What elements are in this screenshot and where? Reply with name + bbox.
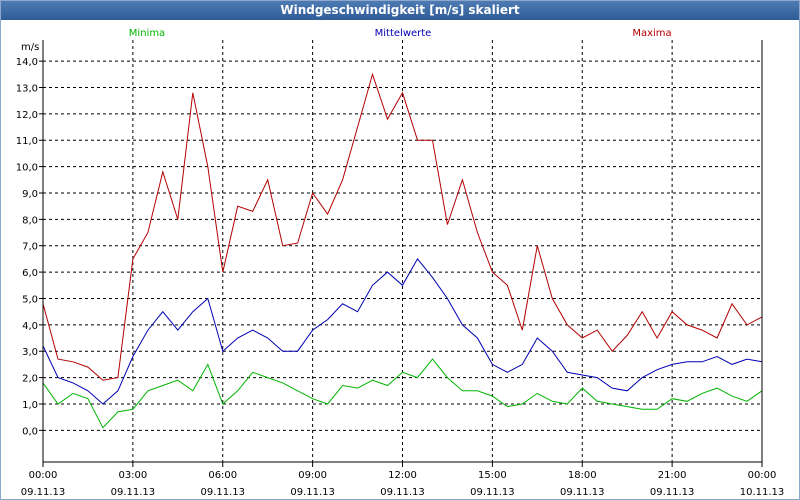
y-axis: 0,0 1,0 2,0 3,0 4,0 5,0 6,0 7,0 8,0 9,0 10,0 11,0 12… — [16, 57, 43, 437]
x-tick-time-label: 18:00 — [568, 470, 597, 481]
y-tick-label: 6,0 — [22, 268, 38, 279]
x-tick-time-label: 06:00 — [208, 470, 237, 481]
x-tick-time-label: 09:00 — [298, 470, 327, 481]
x-tick-time-label: 21:00 — [658, 470, 687, 481]
x-tick-date-label: 09.11.13 — [380, 487, 425, 498]
y-axis-label: m/s — [21, 42, 39, 53]
x-axis: 00:00 09.11.13 03:00 09.11.13 06:00 09.11.13 0… — [21, 462, 785, 498]
y-tick-label: 8,0 — [22, 215, 38, 226]
legend: Minima Mittelwerte Maxima — [129, 28, 672, 39]
series-line-mittelwerte — [42, 258, 763, 405]
series-line-minima — [42, 358, 763, 429]
x-tick-date-label: 09.11.13 — [560, 487, 605, 498]
legend-entry-minima: Minima — [129, 28, 165, 39]
y-tick-label: 11,0 — [16, 136, 38, 147]
x-tick-date-label: 09.11.13 — [470, 487, 515, 498]
y-tick-label: 5,0 — [22, 294, 38, 305]
legend-entry-mittelwerte: Mittelwerte — [375, 28, 432, 39]
grid — [43, 40, 762, 462]
y-tick-label: 1,0 — [22, 400, 38, 411]
series-line-maxima — [42, 72, 763, 381]
x-tick-date-label: 09.11.13 — [111, 487, 156, 498]
y-tick-label: 10,0 — [16, 163, 38, 174]
series-lines — [42, 72, 763, 429]
wind-speed-chart: 0,0 1,0 2,0 3,0 4,0 5,0 6,0 7,0 8,0 9,0 10,0 11,0 12… — [16, 28, 785, 498]
x-tick-time-label: 00:00 — [29, 470, 58, 481]
y-tick-label: 14,0 — [16, 57, 38, 68]
x-tick-time-label: 12:00 — [388, 470, 417, 481]
legend-entry-maxima: Maxima — [632, 28, 671, 39]
x-tick-date-label: 10.11.13 — [740, 487, 785, 498]
y-tick-label: 13,0 — [16, 83, 38, 94]
x-tick-time-label: 00:00 — [748, 470, 777, 481]
y-tick-label: 0,0 — [22, 426, 38, 437]
x-tick-date-label: 09.11.13 — [200, 487, 245, 498]
x-tick-date-label: 09.11.13 — [21, 487, 66, 498]
y-tick-label: 9,0 — [22, 189, 38, 200]
x-tick-date-label: 09.11.13 — [290, 487, 335, 498]
y-tick-label: 12,0 — [16, 110, 38, 121]
x-tick-time-label: 15:00 — [478, 470, 507, 481]
x-tick-time-label: 03:00 — [118, 470, 147, 481]
x-tick-date-label: 09.11.13 — [650, 487, 695, 498]
window-title: Windgeschwindigkeit [m/s] skaliert — [1, 1, 799, 20]
y-tick-label: 3,0 — [22, 347, 38, 358]
y-tick-label: 2,0 — [22, 374, 38, 385]
y-tick-label: 7,0 — [22, 242, 38, 253]
y-tick-label: 4,0 — [22, 321, 38, 332]
